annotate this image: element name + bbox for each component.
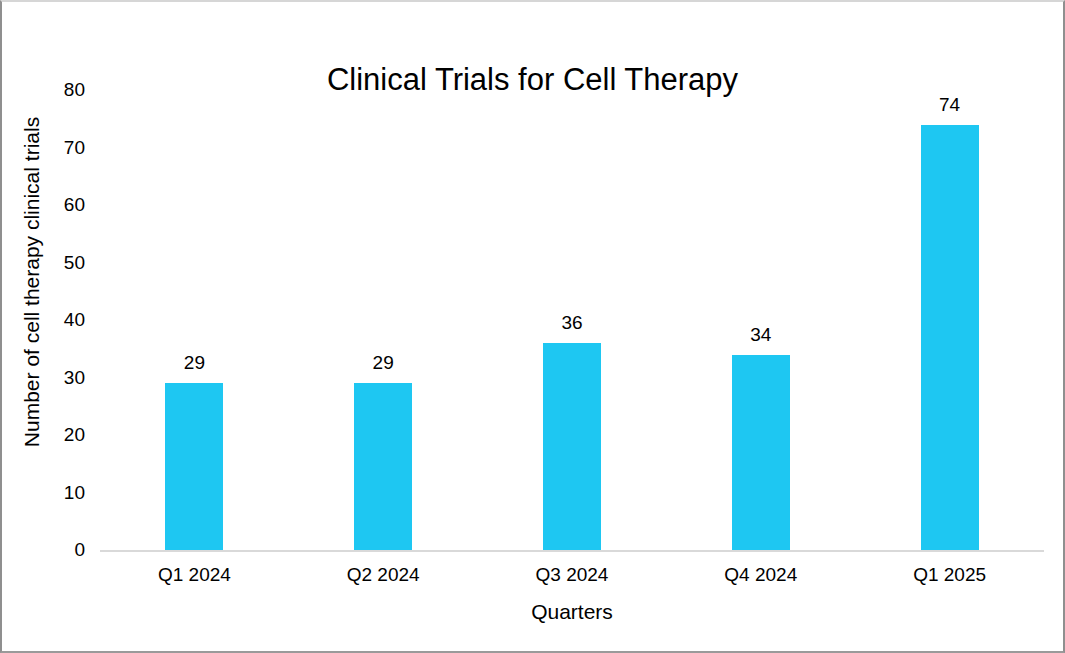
bar-slot: 74 [855,90,1044,550]
plot-area: 29 29 36 34 74 [100,90,1044,552]
y-axis-ticks: 0 10 20 30 40 50 60 70 80 [2,2,85,651]
y-tick-label: 20 [64,424,85,446]
y-tick-label: 0 [74,539,85,561]
bar-value-label: 34 [750,325,771,345]
bar-q1-2024: 29 [165,383,223,550]
y-tick-label: 30 [64,367,85,389]
x-tick-label: Q3 2024 [478,564,667,586]
bar-q3-2024: 36 [543,343,601,550]
clinical-trials-bar-chart: Clinical Trials for Cell Therapy Number … [0,0,1065,653]
x-tick-label: Q4 2024 [666,564,855,586]
bar-value-label: 29 [184,353,205,373]
bar-slot: 29 [289,90,478,550]
x-axis-ticks: Q1 2024Q2 2024Q3 2024Q4 2024Q1 2025 [100,564,1044,586]
bar-q4-2024: 34 [732,355,790,551]
bar-slot: 36 [478,90,667,550]
y-tick-label: 70 [64,137,85,159]
bar-value-label: 74 [939,95,960,115]
x-tick-label: Q2 2024 [289,564,478,586]
bar-q1-2025: 74 [921,125,979,551]
x-tick-label: Q1 2025 [855,564,1044,586]
bar-value-label: 29 [373,353,394,373]
y-tick-label: 60 [64,194,85,216]
y-tick-label: 10 [64,482,85,504]
bar-slot: 29 [100,90,289,550]
y-tick-label: 40 [64,309,85,331]
x-tick-label: Q1 2024 [100,564,289,586]
y-tick-label: 50 [64,252,85,274]
bar-value-label: 36 [561,313,582,333]
bar-q2-2024: 29 [354,383,412,550]
x-axis-title: Quarters [100,600,1044,624]
y-tick-label: 80 [64,79,85,101]
bar-slot: 34 [666,90,855,550]
